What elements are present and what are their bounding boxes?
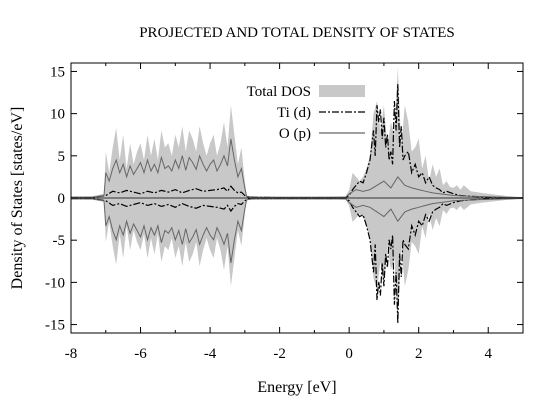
y-tick-label: -10 — [45, 275, 65, 291]
x-tick-label: -4 — [204, 346, 217, 362]
y-tick-label: 5 — [58, 149, 66, 165]
x-tick-label: 0 — [345, 346, 353, 362]
x-tick-label: -6 — [134, 346, 147, 362]
y-tick-label: 10 — [50, 107, 65, 123]
series-total-dos-area — [71, 67, 523, 323]
x-tick-label: -2 — [273, 346, 286, 362]
x-tick-label: -8 — [65, 346, 78, 362]
y-axis-label: Density of States [states/eV] — [9, 107, 26, 290]
y-tick-label: 15 — [50, 64, 65, 80]
y-tick-label: -5 — [53, 233, 66, 249]
series-ti-d-down — [71, 197, 523, 324]
legend-label-ti-d: Ti (d) — [277, 105, 311, 121]
legend-label-total-dos: Total DOS — [247, 84, 311, 100]
series-layer — [71, 67, 523, 324]
y-tick-label: -15 — [45, 318, 65, 334]
series-o-p-down — [71, 198, 523, 264]
x-tick-label: 2 — [415, 346, 423, 362]
series-o-p-up — [71, 138, 523, 199]
axis-ticks: -8 -6 -4 -2 0 2 4 -15 -10 -5 0 5 10 15 — [45, 63, 524, 362]
legend-label-o-p: O (p) — [279, 126, 311, 142]
legend-swatch-total-dos — [319, 85, 365, 97]
x-tick-label: 4 — [484, 346, 492, 362]
x-axis-label: Energy [eV] — [257, 379, 336, 396]
series-ti-d-up — [71, 84, 523, 199]
chart-title: PROJECTED AND TOTAL DENSITY OF STATES — [139, 25, 455, 41]
legend: Total DOS Ti (d) O (p) — [247, 84, 365, 142]
y-tick-label: 0 — [58, 191, 66, 207]
